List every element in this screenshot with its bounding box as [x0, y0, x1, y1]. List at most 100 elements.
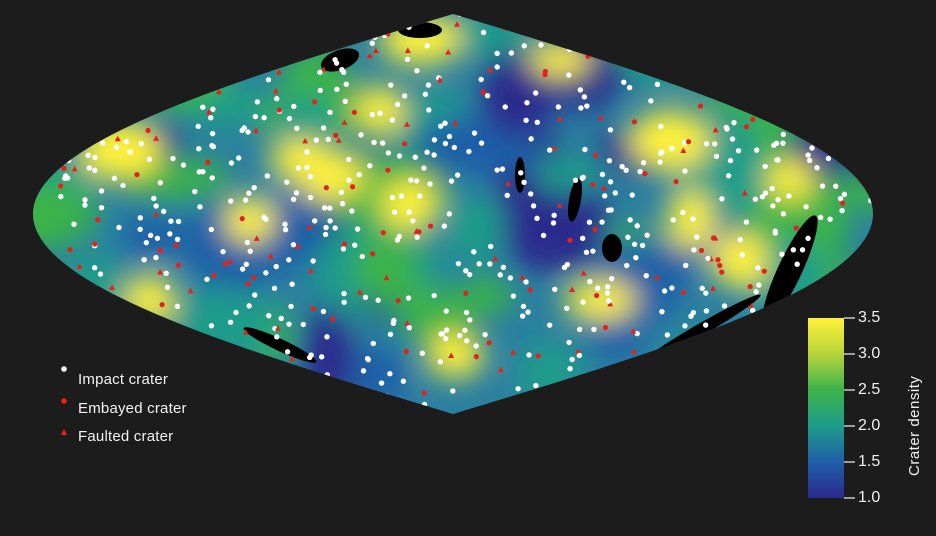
faulted-crater-marker [114, 135, 121, 142]
impact-crater-marker [412, 154, 418, 160]
density-patch [49, 14, 121, 55]
impact-crater-marker [341, 290, 347, 297]
impact-crater-marker [304, 164, 310, 171]
impact-crater-marker [219, 51, 225, 57]
high-density-spot [529, 43, 591, 77]
impact-crater-marker [882, 200, 887, 205]
impact-crater-marker [155, 333, 161, 339]
impact-crater-marker [398, 193, 405, 199]
impact-crater-marker [770, 325, 776, 331]
impact-crater-marker [510, 293, 517, 299]
faulted-crater-marker [436, 76, 443, 83]
impact-crater-marker [649, 357, 656, 363]
impact-crater-marker [576, 352, 583, 359]
embayed-crater-marker [245, 281, 251, 287]
embayed-crater-marker [421, 390, 427, 396]
impact-crater-marker [508, 50, 515, 56]
embayed-crater-marker [535, 353, 541, 359]
impact-crater-marker [688, 313, 694, 319]
impact-crater-marker [438, 331, 444, 337]
embayed-crater-marker [859, 179, 865, 185]
legend-faulted-symbol [61, 429, 67, 435]
impact-crater-marker [61, 89, 67, 95]
impact-crater-marker [767, 349, 773, 355]
impact-crater-marker [455, 260, 462, 267]
impact-crater-marker [406, 24, 412, 30]
faulted-crater-marker [267, 253, 274, 259]
embayed-crater-marker [884, 360, 889, 365]
impact-crater-marker [92, 117, 98, 124]
embayed-crater-marker [330, 316, 336, 322]
impact-crater-marker [243, 261, 250, 268]
impact-crater-marker [265, 77, 272, 83]
faulted-crater-marker [680, 147, 687, 154]
impact-crater-marker [604, 290, 611, 296]
impact-crater-marker [478, 76, 484, 83]
impact-crater-marker [654, 81, 661, 88]
impact-crater-marker [332, 225, 338, 231]
embayed-crater-marker [321, 413, 327, 414]
impact-crater-marker [206, 362, 212, 368]
impact-crater-marker [623, 167, 629, 173]
density-patch [45, 332, 181, 372]
impact-crater-marker [229, 62, 236, 69]
impact-crater-marker [609, 275, 615, 282]
impact-crater-marker [577, 39, 584, 45]
density-patch [354, 232, 419, 306]
impact-crater-marker [146, 52, 152, 58]
impact-crater-marker [406, 209, 412, 215]
impact-crater-marker [218, 20, 224, 27]
impact-crater-marker [448, 178, 455, 184]
impact-crater-marker [151, 330, 157, 336]
impact-crater-marker [208, 226, 215, 233]
impact-crater-marker [202, 359, 209, 366]
embayed-crater-marker [760, 41, 767, 47]
impact-crater-marker [540, 389, 547, 395]
impact-crater-marker [504, 192, 510, 199]
faulted-crater-marker [758, 333, 765, 339]
impact-crater-marker [827, 216, 833, 222]
impact-crater-marker [533, 382, 539, 389]
impact-crater-marker [799, 247, 806, 253]
impact-crater-marker [146, 85, 152, 92]
impact-crater-marker [735, 147, 742, 154]
impact-crater-marker [166, 96, 172, 103]
impact-crater-marker [521, 179, 527, 186]
data-gap [398, 22, 442, 38]
impact-crater-marker [603, 50, 609, 56]
embayed-crater-marker [173, 243, 179, 249]
impact-crater-marker [241, 125, 247, 131]
faulted-crater-marker [247, 372, 254, 379]
impact-crater-marker [235, 378, 241, 384]
impact-crater-marker [874, 95, 879, 100]
faulted-crater-marker [748, 303, 755, 309]
embayed-crater-marker [685, 139, 692, 145]
impact-crater-marker [401, 93, 408, 99]
impact-crater-marker [38, 19, 44, 25]
impact-crater-marker [743, 373, 750, 379]
embayed-crater-marker [395, 298, 401, 304]
impact-crater-marker [403, 400, 409, 406]
impact-crater-marker [779, 251, 785, 257]
impact-crater-marker [575, 26, 581, 32]
impact-crater-marker [858, 95, 865, 101]
impact-crater-marker [310, 258, 316, 264]
impact-crater-marker [575, 14, 582, 18]
impact-crater-marker [27, 130, 32, 135]
impact-crater-marker [209, 130, 216, 137]
high-density-spot [711, 232, 769, 288]
impact-crater-marker [362, 294, 369, 301]
impact-crater-marker [170, 350, 177, 357]
impact-crater-marker [546, 16, 552, 23]
impact-crater-marker [167, 361, 174, 367]
impact-crater-marker [590, 248, 596, 254]
impact-crater-marker [520, 303, 527, 310]
impact-crater-marker [274, 96, 280, 102]
impact-crater-marker [580, 299, 586, 305]
impact-crater-marker [378, 380, 385, 386]
impact-crater-marker [780, 131, 787, 138]
impact-crater-marker [414, 178, 420, 184]
impact-crater-marker [637, 168, 643, 175]
colorbar-tick-1-5: 1.5 [858, 453, 881, 470]
impact-crater-marker [529, 406, 535, 413]
